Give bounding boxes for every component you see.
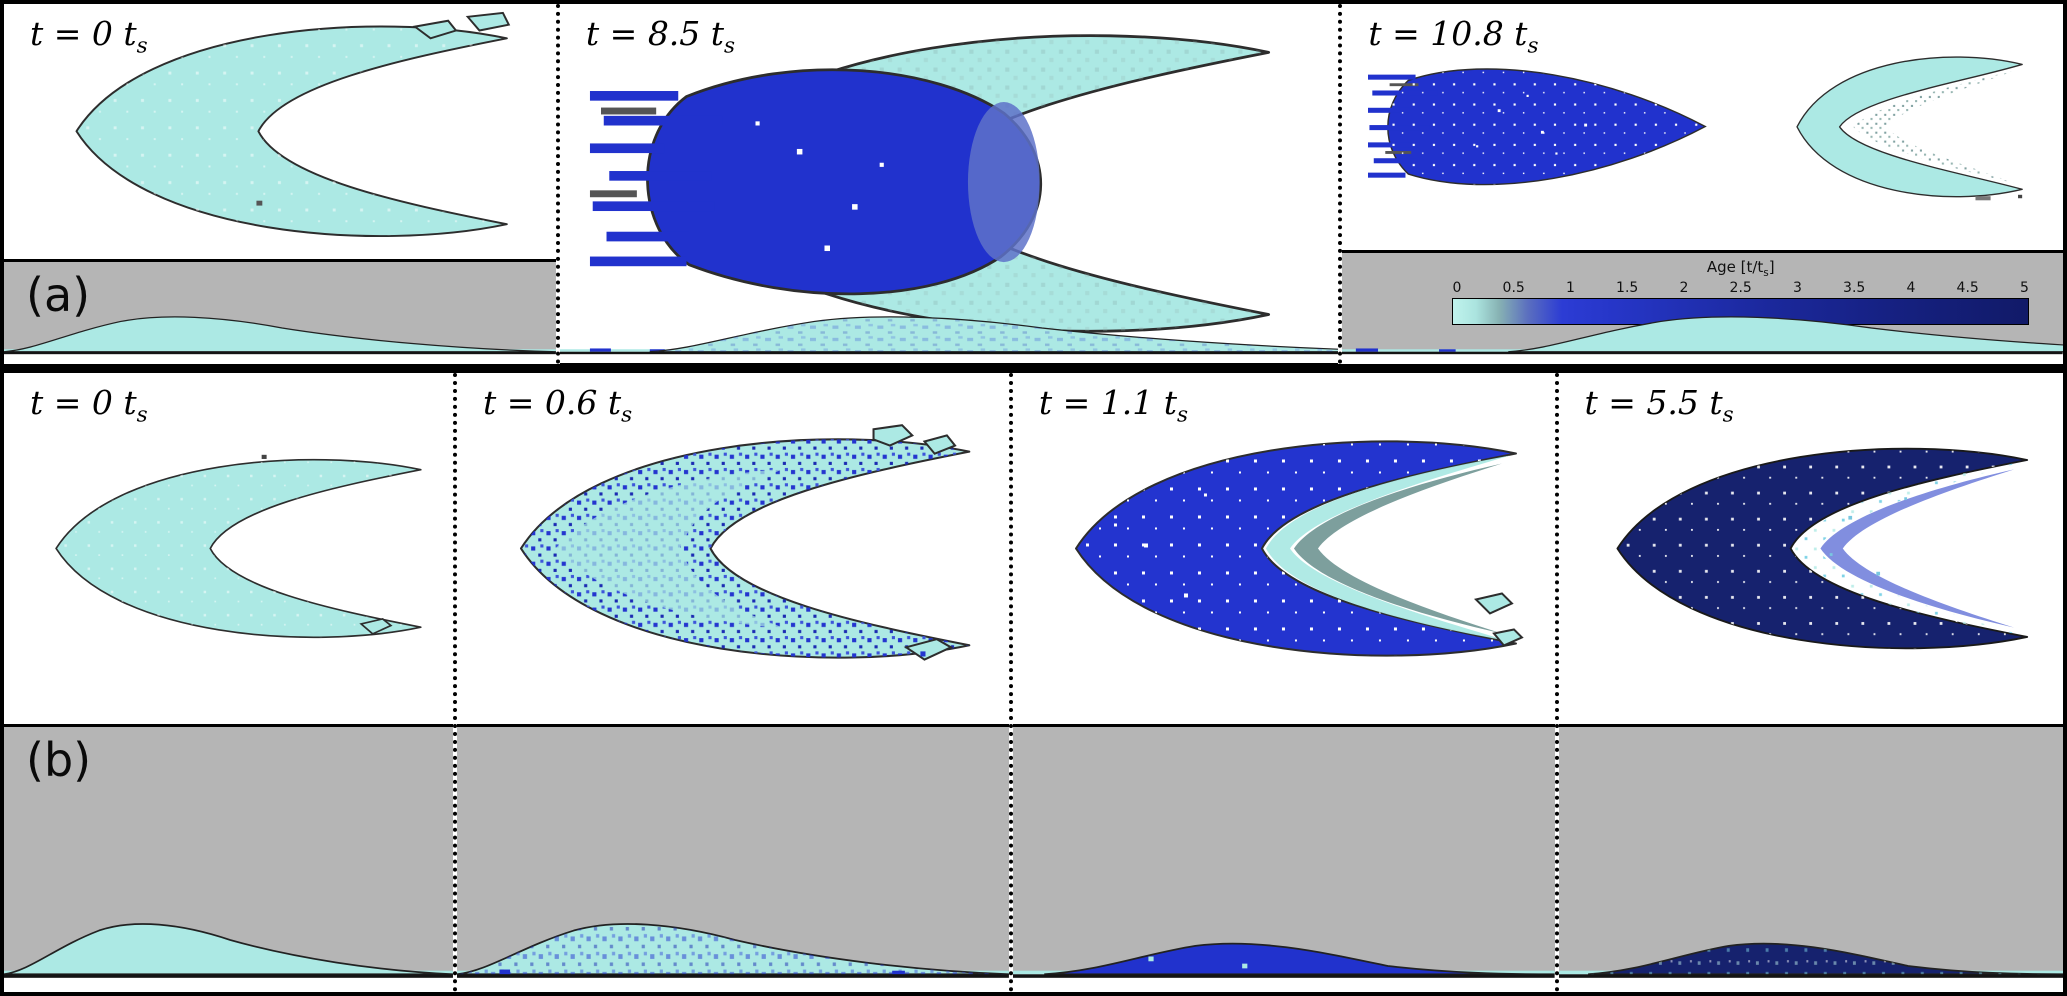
plan-view-b3: t = 1.1 ts — [1012, 373, 1555, 724]
row-label-b: (b) — [26, 733, 92, 787]
colorbar-tick: 1.5 — [1616, 280, 1639, 296]
colorbar-tick: 2 — [1679, 280, 1689, 296]
dune-profile-a3 — [1342, 315, 2063, 355]
colorbar-tick: 5 — [2019, 280, 2029, 296]
row-divider — [4, 364, 2063, 373]
plan-view-a3: t = 10.8 ts — [1342, 4, 2063, 250]
colorbar-tick: 3.5 — [1843, 280, 1866, 296]
gray-band-b2 — [456, 724, 1009, 974]
colorbar-tick: 1 — [1565, 280, 1575, 296]
colorbar-ticks: 0 0.5 1 1.5 2 2.5 3 3.5 4 4.5 5 — [1452, 280, 2029, 296]
baseline-strip-a1 — [4, 352, 556, 364]
dune-plan-b3 — [1074, 440, 1524, 657]
plan-view-b2: t = 0.6 ts — [456, 373, 1009, 724]
gray-band-b4 — [1558, 724, 2063, 974]
time-label: t = 10.8 ts — [1368, 14, 1539, 59]
panel-b4: t = 5.5 ts — [1558, 373, 2063, 992]
colorbar-tick: 4 — [1906, 280, 1916, 296]
dune-plan-a2 — [590, 34, 1271, 339]
baseline-strip-b2 — [456, 974, 1009, 992]
baseline-strip-b3 — [1012, 974, 1555, 992]
dune-profile-b1 — [4, 923, 453, 978]
colorbar-tick: 2.5 — [1729, 280, 1752, 296]
panel-b3: t = 1.1 ts — [1012, 373, 1559, 992]
panel-a3: t = 10.8 ts — [1342, 4, 2063, 364]
baseline-strip-a3 — [1342, 352, 2063, 364]
panel-a1: t = 0 ts (a) — [4, 4, 560, 364]
time-label: t = 0.6 ts — [482, 383, 633, 428]
panel-b1: t = 0 ts (b) — [4, 373, 457, 992]
gray-band-b1: (b) — [4, 724, 453, 974]
dune-plan-b1 — [55, 454, 422, 639]
panel-a2: t = 8.5 ts — [559, 4, 1343, 367]
row-label-a: (a) — [26, 267, 91, 322]
dune-plan-a3-crescent — [1796, 56, 2024, 201]
plan-view-a2: t = 8.5 ts — [559, 4, 1339, 364]
panel-b2: t = 0.6 ts — [456, 373, 1013, 992]
colorbar-title: Age [t/ts] — [1706, 258, 1775, 279]
baseline-strip-b4 — [1558, 974, 2063, 992]
dune-profile-b2 — [456, 923, 1009, 978]
dune-profile-b4 — [1558, 942, 2063, 978]
row-a: t = 0 ts (a) t = 8. — [4, 4, 2063, 367]
gray-band-a2 — [559, 363, 1339, 367]
time-label: t = 0 ts — [30, 14, 148, 59]
plan-view-a1: t = 0 ts — [4, 4, 556, 259]
dune-plan-a3-blob — [1367, 68, 1707, 186]
dune-plan-b4 — [1616, 447, 2028, 650]
colorbar-tick: 3 — [1792, 280, 1802, 296]
gray-band-b3 — [1012, 724, 1555, 974]
colorbar-tick: 0.5 — [1502, 280, 1525, 296]
time-label: t = 5.5 ts — [1584, 383, 1734, 428]
row-b: t = 0 ts (b) t = 0.6 ts — [4, 373, 2063, 992]
time-label: t = 1.1 ts — [1038, 383, 1189, 428]
dune-plan-a1 — [75, 11, 511, 238]
plan-view-b1: t = 0 ts — [4, 373, 453, 724]
colorbar-tick: 0 — [1452, 280, 1462, 296]
plan-view-b4: t = 5.5 ts — [1558, 373, 2063, 724]
dune-plan-b2 — [519, 424, 971, 661]
time-label: t = 0 ts — [30, 383, 148, 428]
colorbar-tick: 4.5 — [1956, 280, 1979, 296]
dune-profile-b3 — [1012, 942, 1555, 978]
time-label: t = 8.5 ts — [585, 14, 736, 59]
dune-profile-a2 — [559, 315, 1339, 355]
dune-profile-a1 — [4, 316, 556, 355]
baseline-strip-b1 — [4, 974, 453, 992]
